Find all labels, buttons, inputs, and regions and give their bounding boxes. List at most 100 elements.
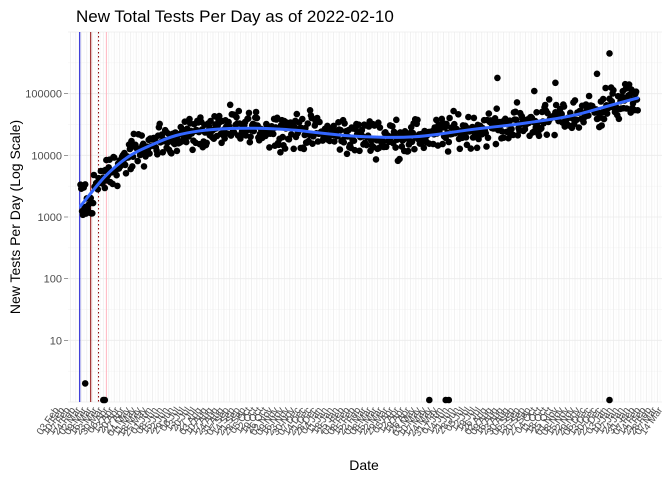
data-point (492, 140, 500, 148)
data-point (603, 110, 611, 117)
data-point (113, 171, 120, 179)
y-tick-label: 100 (44, 274, 62, 286)
data-point (114, 182, 121, 190)
data-point (443, 120, 450, 128)
data-point (285, 136, 293, 143)
data-point (215, 112, 223, 120)
y-tick-label: 100000 (25, 89, 62, 101)
data-point (470, 114, 478, 122)
data-point (382, 143, 390, 151)
data-point (494, 74, 501, 82)
data-point (575, 124, 583, 131)
data-point (376, 124, 384, 131)
data-point (599, 95, 607, 103)
data-point (340, 139, 348, 146)
data-point (508, 125, 515, 133)
y-tick-label: 10 (50, 335, 62, 347)
data-point (593, 70, 601, 78)
data-point (623, 105, 630, 112)
data-point (81, 380, 89, 387)
data-point (341, 120, 348, 127)
data-point (558, 110, 565, 118)
data-point (89, 199, 97, 207)
data-point (571, 97, 579, 104)
data-point (598, 122, 605, 129)
data-point (600, 115, 608, 123)
data-point (625, 81, 633, 88)
data-point (485, 110, 493, 117)
data-point (356, 147, 363, 155)
data-point (414, 116, 421, 124)
data-point (610, 86, 617, 94)
data-point (551, 131, 558, 139)
data-point (391, 129, 399, 137)
data-point (252, 108, 260, 116)
data-point (235, 107, 243, 115)
data-point (512, 116, 520, 124)
data-point (493, 105, 501, 112)
data-point (444, 148, 452, 155)
data-point (552, 79, 559, 87)
y-axis-ticks: 10 100 1000 10000 100000 (25, 89, 68, 347)
data-point (168, 150, 175, 157)
data-point (456, 145, 464, 153)
data-point (233, 113, 240, 121)
data-point (301, 131, 309, 139)
data-point (445, 396, 453, 404)
data-point (363, 141, 370, 149)
data-point (451, 120, 458, 128)
data-point (293, 110, 301, 118)
data-point (465, 113, 472, 121)
data-point (173, 147, 181, 155)
data-point (545, 96, 553, 103)
data-point (207, 117, 214, 125)
y-tick-label: 10000 (31, 150, 62, 162)
data-point (221, 135, 228, 142)
data-point (316, 118, 323, 126)
data-point (355, 121, 363, 128)
smooth-trend-line (79, 96, 640, 208)
data-point (396, 155, 403, 163)
data-point (560, 103, 568, 110)
data-point (350, 137, 358, 144)
data-point (226, 101, 234, 109)
x-axis-title: Date (349, 457, 379, 473)
data-point (608, 98, 616, 105)
data-point (473, 144, 481, 152)
data-point (426, 396, 433, 404)
chart-title: New Total Tests Per Day as of 2022-02-10 (76, 7, 394, 26)
data-point (484, 134, 492, 142)
data-point (244, 115, 252, 122)
data-point (343, 150, 351, 158)
data-point (121, 161, 129, 169)
data-point (632, 88, 640, 95)
data-point (535, 132, 543, 140)
data-point (450, 107, 457, 115)
data-point (306, 107, 314, 114)
data-point (203, 139, 210, 147)
data-point (129, 163, 136, 170)
data-point (541, 101, 549, 109)
data-point (439, 140, 446, 148)
data-point (154, 151, 161, 158)
data-point (392, 144, 399, 151)
data-point (304, 120, 312, 127)
data-point (379, 138, 387, 146)
data-point (533, 109, 540, 116)
data-point (140, 163, 148, 170)
data-point (615, 115, 623, 123)
data-point (90, 171, 98, 179)
data-point (246, 138, 254, 146)
data-point (331, 138, 338, 145)
data-point (270, 130, 277, 138)
data-point (183, 138, 190, 146)
data-point (585, 112, 592, 119)
data-point (467, 145, 475, 152)
data-points (77, 50, 641, 404)
data-point (408, 138, 416, 146)
data-point (281, 145, 289, 152)
data-point (337, 126, 345, 134)
data-point (266, 144, 273, 151)
y-axis-title: New Tests Per Day (Log Scale) (7, 120, 23, 314)
